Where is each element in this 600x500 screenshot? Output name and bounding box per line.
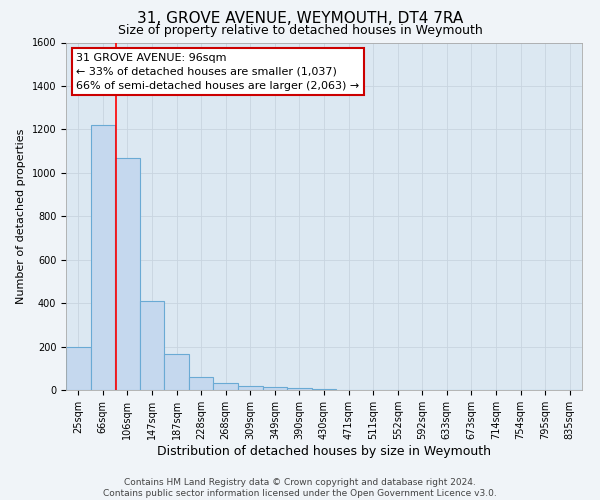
Bar <box>214 384 238 390</box>
X-axis label: Distribution of detached houses by size in Weymouth: Distribution of detached houses by size … <box>157 445 491 458</box>
Bar <box>238 386 263 390</box>
Y-axis label: Number of detached properties: Number of detached properties <box>16 128 26 304</box>
Bar <box>312 389 336 390</box>
Bar <box>164 354 189 390</box>
Text: Contains HM Land Registry data © Crown copyright and database right 2024.
Contai: Contains HM Land Registry data © Crown c… <box>103 478 497 498</box>
Bar <box>91 125 115 390</box>
Text: Size of property relative to detached houses in Weymouth: Size of property relative to detached ho… <box>118 24 482 37</box>
Bar <box>140 301 164 390</box>
Bar <box>287 388 312 390</box>
Bar <box>263 386 287 390</box>
Bar <box>66 346 91 390</box>
Text: 31, GROVE AVENUE, WEYMOUTH, DT4 7RA: 31, GROVE AVENUE, WEYMOUTH, DT4 7RA <box>137 11 463 26</box>
Bar <box>115 158 140 390</box>
Bar <box>189 377 214 390</box>
Text: 31 GROVE AVENUE: 96sqm
← 33% of detached houses are smaller (1,037)
66% of semi-: 31 GROVE AVENUE: 96sqm ← 33% of detached… <box>76 53 359 91</box>
